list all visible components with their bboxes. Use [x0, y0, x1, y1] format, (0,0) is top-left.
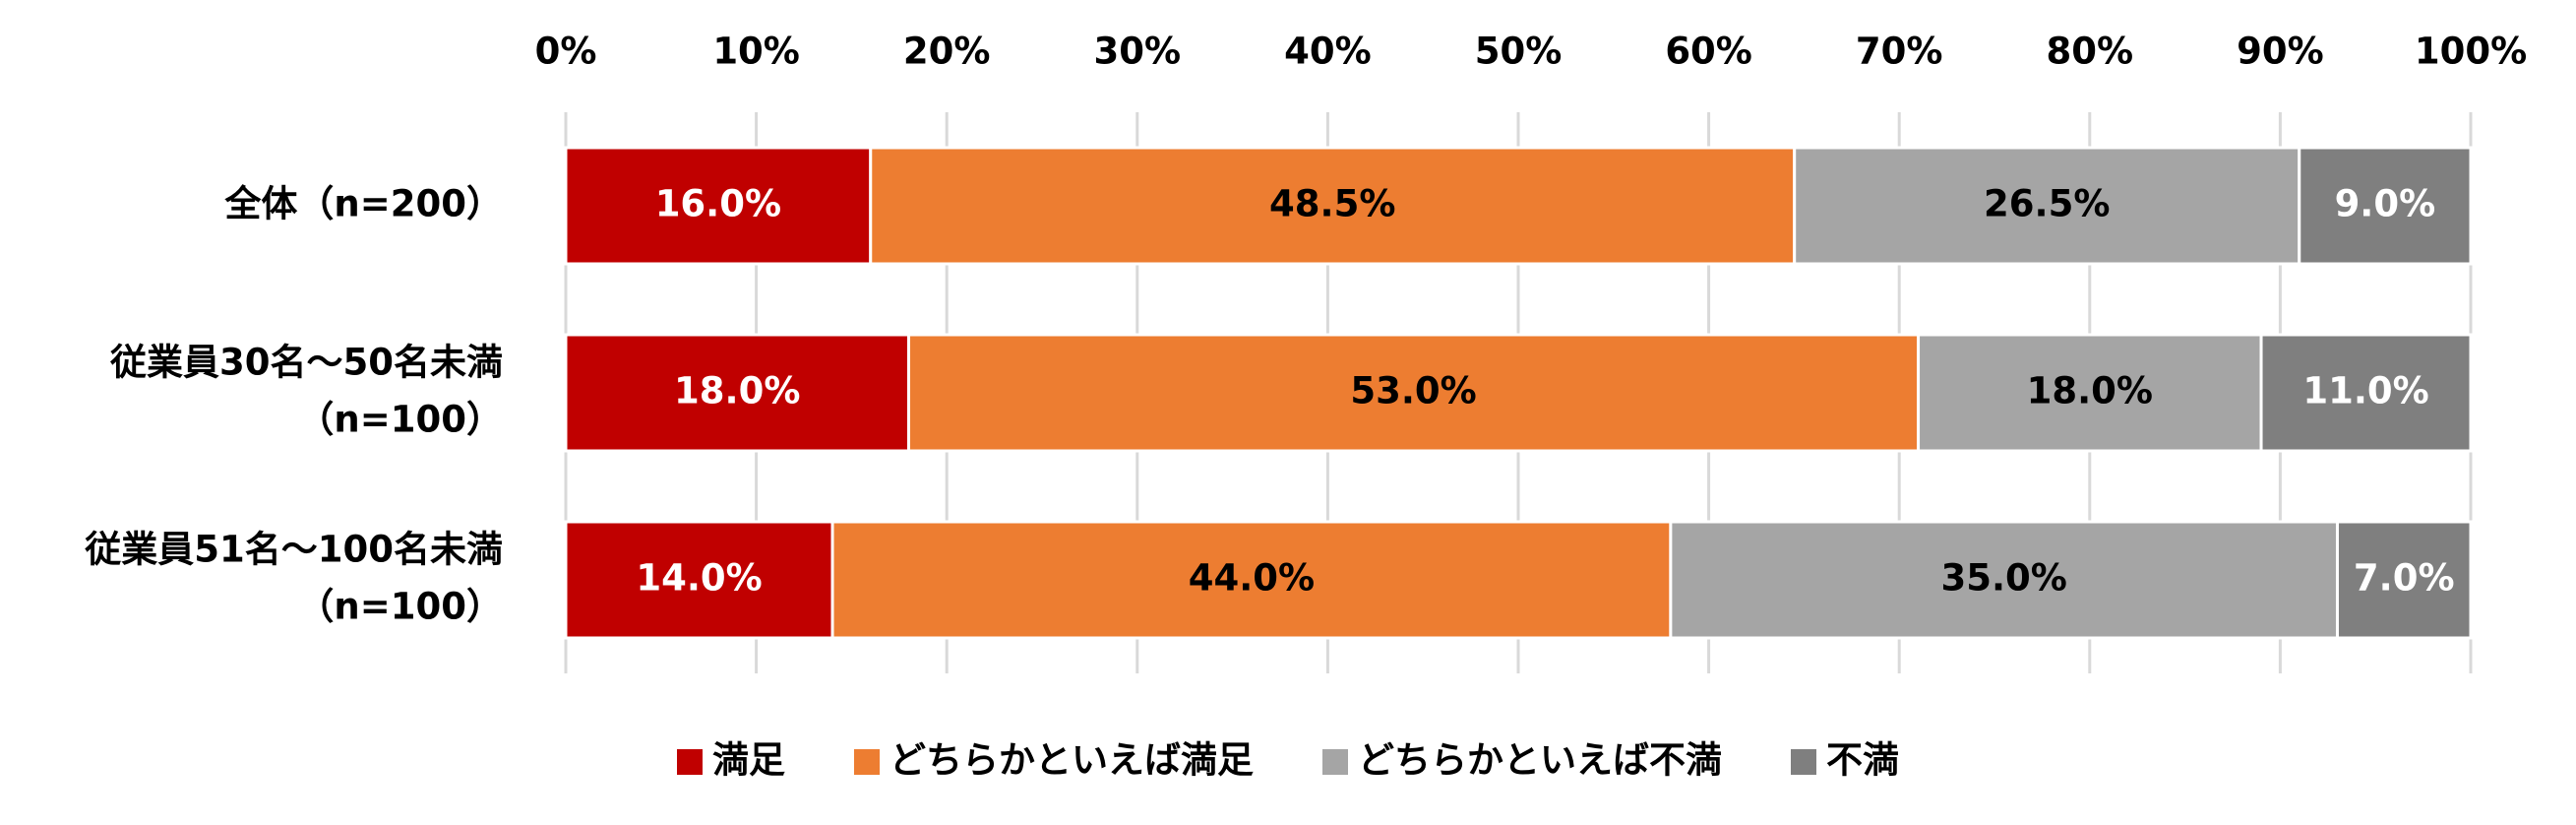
x-tick-label: 100%: [2415, 31, 2527, 73]
bar-segment: [906, 333, 1921, 453]
legend-label: どちらかといえば不満: [1358, 739, 1722, 782]
data-label: 16.0%: [655, 183, 781, 225]
bar-segment: [1917, 333, 2263, 453]
legend-label: どちらかといえば満足: [889, 739, 1254, 782]
bar-segment: [564, 333, 910, 453]
data-label: 53.0%: [1350, 370, 1476, 412]
bar-segment: [869, 146, 1797, 266]
bar-segment: [830, 520, 1673, 640]
x-tick-label: 30%: [1094, 31, 1182, 73]
data-label: 44.0%: [1189, 557, 1315, 600]
x-tick-label: 0%: [535, 31, 597, 73]
data-label: 11.0%: [2302, 370, 2428, 412]
data-label: 48.5%: [1269, 183, 1395, 225]
y-tick-label: 従業員30名～50名未満: [109, 342, 503, 384]
x-tick-label: 70%: [1856, 31, 1943, 73]
bar-segment: [564, 520, 834, 640]
x-tick-label: 80%: [2047, 31, 2134, 73]
data-label: 18.0%: [674, 370, 800, 412]
data-label: 14.0%: [636, 557, 762, 600]
x-tick-label: 10%: [712, 31, 800, 73]
x-tick-label: 60%: [1665, 31, 1752, 73]
bar-segment: [2335, 520, 2473, 640]
legend-swatch: [677, 749, 703, 775]
data-label: 9.0%: [2335, 183, 2436, 225]
legend-swatch: [1791, 749, 1816, 775]
x-tick-label: 90%: [2237, 31, 2324, 73]
x-tick-label: 40%: [1284, 31, 1372, 73]
bar-segment: [1669, 520, 2339, 640]
data-label: 7.0%: [2354, 557, 2455, 600]
data-label: 35.0%: [1940, 557, 2066, 600]
y-tick-label: （n=100）: [297, 399, 503, 441]
legend-swatch: [1322, 749, 1348, 775]
x-tick-label: 20%: [903, 31, 991, 73]
legend-swatch: [854, 749, 880, 775]
legend-label: 満足: [712, 739, 785, 782]
bar-segment: [2259, 333, 2473, 453]
legend-label: 不満: [1826, 739, 1899, 782]
y-tick-label: 従業員51名～100名未満: [84, 529, 503, 571]
y-tick-label: （n=100）: [297, 586, 503, 628]
data-label: 18.0%: [2027, 370, 2153, 412]
bar-segment: [2298, 146, 2473, 266]
y-tick-label: 全体（n=200）: [223, 183, 503, 225]
bar-segment: [564, 146, 873, 266]
x-tick-label: 50%: [1475, 31, 1563, 73]
data-label: 26.5%: [1984, 183, 2110, 225]
